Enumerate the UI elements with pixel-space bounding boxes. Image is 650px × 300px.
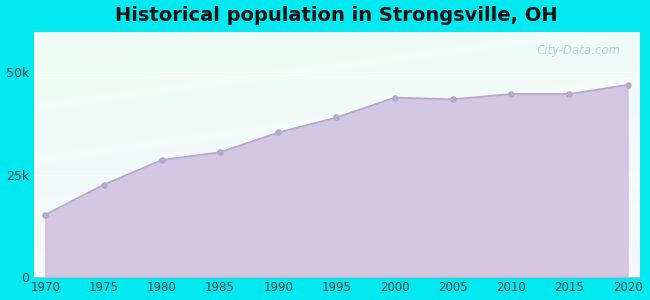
- Point: [214, 150, 225, 154]
- Point: [332, 115, 342, 120]
- Point: [623, 82, 633, 87]
- Point: [389, 95, 400, 100]
- Point: [40, 212, 51, 217]
- Text: City-Data.com: City-Data.com: [537, 44, 621, 57]
- Point: [98, 182, 109, 187]
- Point: [157, 158, 167, 162]
- Point: [506, 92, 516, 96]
- Point: [564, 92, 575, 96]
- Point: [448, 97, 458, 102]
- Title: Historical population in Strongsville, OH: Historical population in Strongsville, O…: [115, 6, 558, 25]
- Point: [273, 130, 283, 135]
